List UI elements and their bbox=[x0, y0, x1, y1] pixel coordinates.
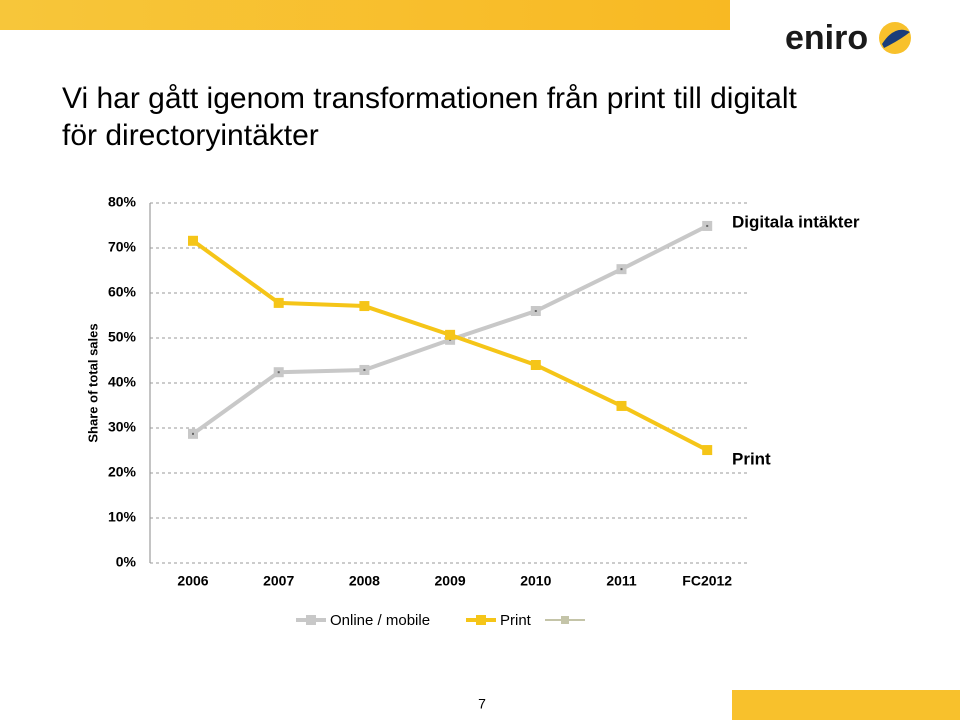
marker-dot bbox=[534, 310, 537, 312]
annotation: Digitala intäkter bbox=[732, 212, 860, 231]
annotation: Print bbox=[732, 449, 771, 468]
legend-label: Print bbox=[500, 612, 532, 629]
title-line: för directoryintäkter bbox=[62, 119, 319, 152]
marker-dot bbox=[706, 224, 709, 227]
legend-unnamed-marker bbox=[545, 616, 585, 624]
y-tick-label: 0% bbox=[116, 554, 137, 570]
y-axis-label: Share of total sales bbox=[85, 323, 100, 442]
marker bbox=[616, 400, 627, 411]
page-number: 7 bbox=[478, 696, 486, 712]
y-tick-label: 50% bbox=[108, 329, 137, 345]
top-bar bbox=[0, 0, 730, 30]
bottom-bar bbox=[732, 690, 960, 720]
series-line bbox=[191, 239, 709, 452]
marker bbox=[188, 235, 198, 246]
x-tick-label: 2010 bbox=[520, 573, 551, 589]
y-tick-label: 70% bbox=[108, 239, 137, 255]
x-tick-label: 2006 bbox=[177, 573, 208, 589]
legend-marker bbox=[306, 615, 316, 625]
marker bbox=[445, 329, 456, 340]
legend-marker bbox=[476, 615, 486, 625]
y-tick-label: 40% bbox=[108, 374, 137, 390]
legend-label: Online / mobile bbox=[330, 612, 430, 629]
y-tick-label: 20% bbox=[108, 464, 137, 480]
marker-dot bbox=[620, 268, 623, 271]
marker-dot bbox=[277, 371, 280, 374]
y-tick-label: 30% bbox=[108, 419, 137, 435]
x-tick-label: 2009 bbox=[435, 573, 466, 589]
y-tick-label: 10% bbox=[108, 509, 137, 525]
title-line: Vi har gått igenom transformationen från… bbox=[62, 82, 797, 115]
x-tick-label: 2008 bbox=[349, 573, 380, 589]
marker-dot bbox=[363, 368, 366, 371]
x-tick-label: FC2012 bbox=[682, 573, 732, 589]
logo-icon bbox=[879, 22, 911, 54]
logo: eniro bbox=[785, 19, 868, 57]
marker-dot bbox=[192, 432, 194, 435]
marker bbox=[273, 297, 284, 308]
x-tick-label: 2011 bbox=[606, 573, 637, 589]
marker bbox=[530, 360, 541, 370]
marker bbox=[359, 301, 370, 312]
marker bbox=[702, 445, 713, 456]
x-tick-label: 2007 bbox=[263, 573, 294, 589]
y-tick-label: 60% bbox=[108, 284, 137, 300]
y-tick-label: 80% bbox=[108, 194, 137, 210]
